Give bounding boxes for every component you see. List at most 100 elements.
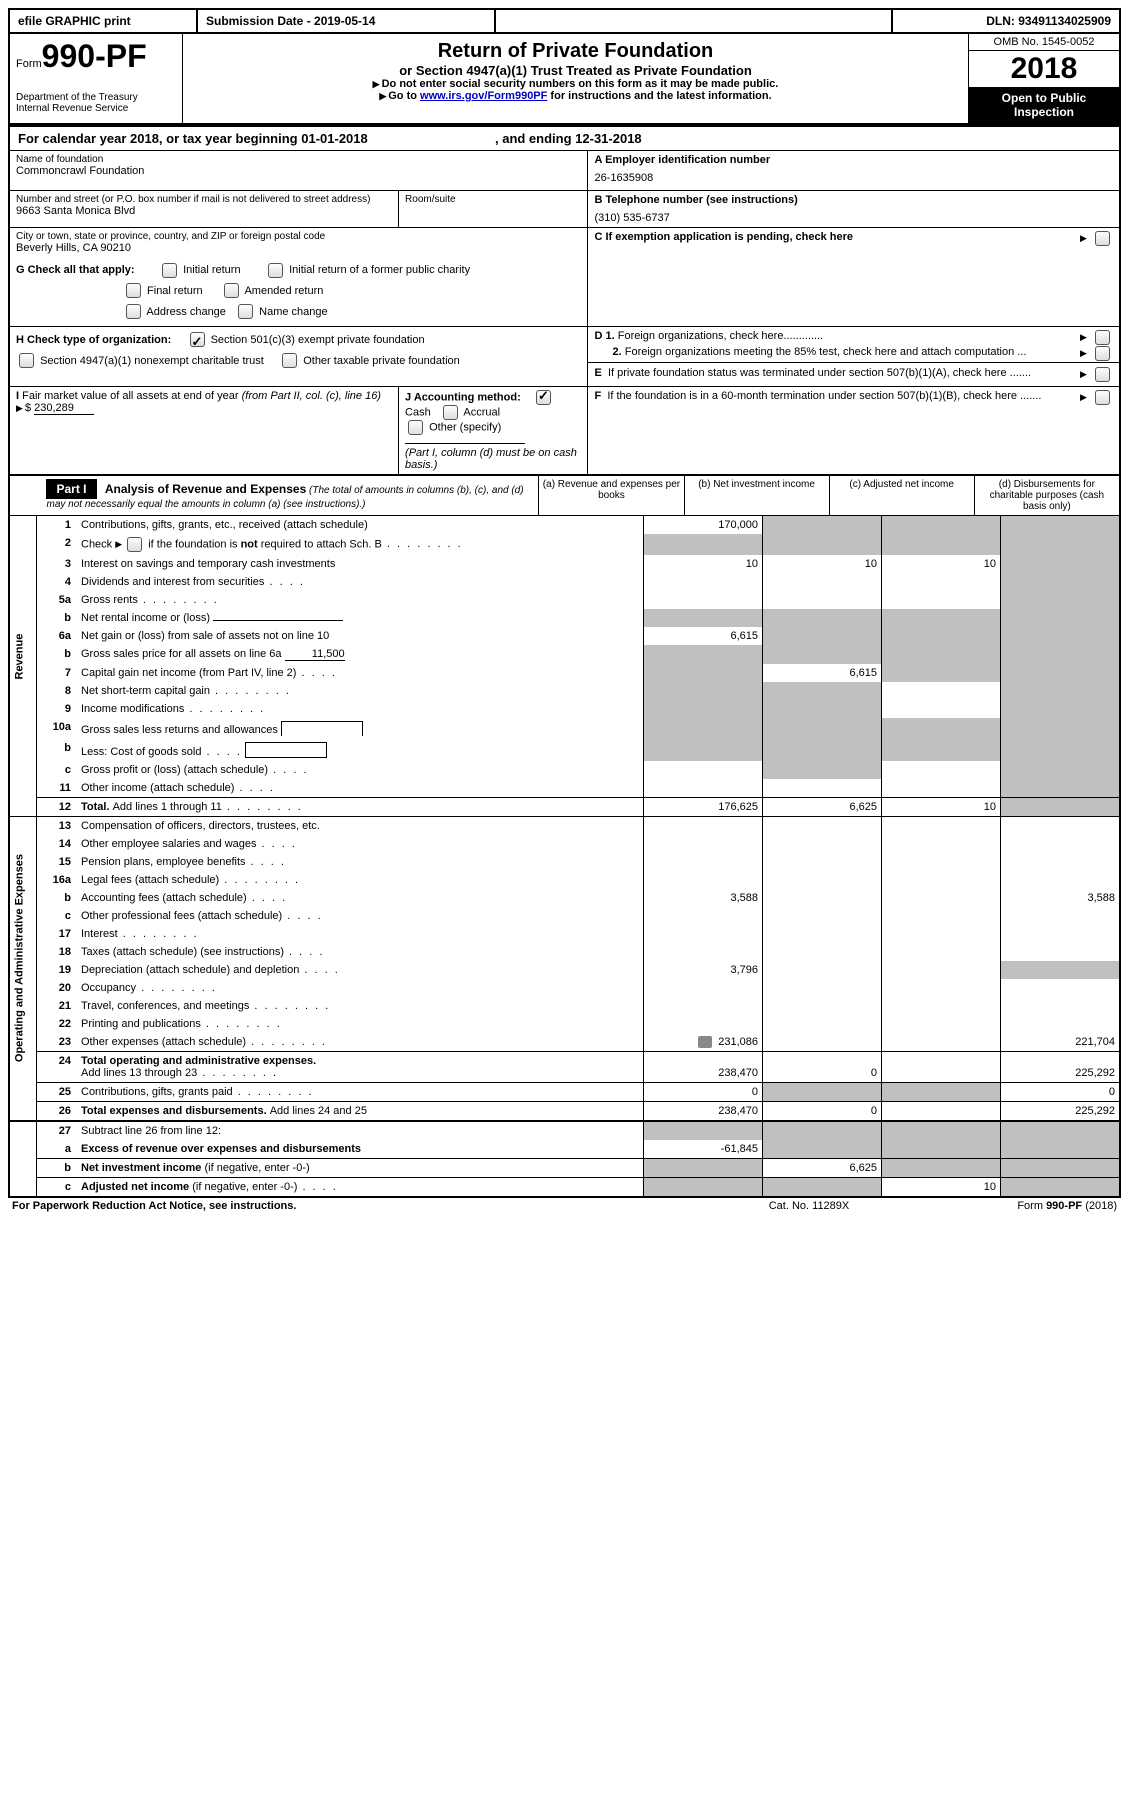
h-other-checkbox[interactable]: [282, 353, 297, 368]
foundation-name: Commoncrawl Foundation: [16, 165, 581, 177]
l6b-inline: 11,500: [285, 648, 345, 661]
h-4947-checkbox[interactable]: [19, 353, 34, 368]
g-initial-checkbox[interactable]: [162, 263, 177, 278]
efile-label: efile GRAPHIC print: [9, 9, 197, 33]
l10b-d: [1001, 739, 1121, 761]
l7-c: [882, 664, 1001, 682]
attachment-icon[interactable]: [698, 1036, 712, 1048]
line-num: c: [37, 761, 78, 779]
arrow-icon: [1080, 232, 1089, 244]
line-num: a: [37, 1140, 78, 1159]
l3-a: 10: [644, 555, 763, 573]
j-cash: Cash: [405, 406, 431, 418]
i-cell: I Fair market value of all assets at end…: [9, 386, 399, 474]
note2-pre: Go to: [388, 90, 420, 102]
col-d-header: (d) Disbursements for charitable purpose…: [974, 475, 1120, 515]
line-desc: Total expenses and disbursements. Add li…: [77, 1101, 644, 1121]
instructions-link[interactable]: www.irs.gov/Form990PF: [420, 90, 547, 102]
line-num: c: [37, 1177, 78, 1197]
line-desc: Adjusted net income (if negative, enter …: [77, 1177, 644, 1197]
e-checkbox[interactable]: [1095, 367, 1110, 382]
line-num: 10a: [37, 718, 78, 739]
col-b-header: (b) Net investment income: [684, 475, 829, 515]
j-cell: J Accounting method: Cash Accrual Other …: [399, 386, 588, 474]
arrow-icon: [16, 402, 25, 414]
room-cell: Room/suite: [399, 191, 588, 228]
j-note: (Part I, column (d) must be on cash basi…: [405, 447, 577, 471]
line-num: 16a: [37, 871, 78, 889]
part1-header: Part I Analysis of Revenue and Expenses …: [8, 475, 1121, 516]
l2-checkbox[interactable]: [127, 537, 142, 552]
j-cash-checkbox[interactable]: [536, 390, 551, 405]
footer: For Paperwork Reduction Act Notice, see …: [8, 1198, 1121, 1214]
l24-b: 0: [763, 1051, 882, 1082]
tel-cell: B Telephone number (see instructions) (3…: [588, 191, 1120, 228]
j-other-checkbox[interactable]: [408, 420, 423, 435]
line-num: 25: [37, 1082, 78, 1101]
line-num: 12: [37, 797, 78, 816]
l8-b: [763, 682, 882, 700]
j-accrual-checkbox[interactable]: [443, 405, 458, 420]
arrow-icon: [115, 538, 124, 550]
line-desc: Less: Cost of goods sold: [77, 739, 644, 761]
l6a-b: [763, 627, 882, 645]
l6b-c: [882, 645, 1001, 664]
line-desc: Interest on savings and temporary cash i…: [77, 555, 644, 573]
ein-value: 26-1635908: [594, 172, 1113, 184]
line-num: 26: [37, 1101, 78, 1121]
l11-d: [1001, 779, 1121, 798]
line-desc: Occupancy: [77, 979, 644, 997]
arrow-icon: [373, 78, 382, 90]
l10a-a: [644, 718, 763, 739]
line-num: 8: [37, 682, 78, 700]
g-name-checkbox[interactable]: [238, 304, 253, 319]
line-desc: Legal fees (attach schedule): [77, 871, 644, 889]
l10a-c: [882, 718, 1001, 739]
l1-d: [1001, 516, 1121, 534]
l7-d: [1001, 664, 1121, 682]
line-num: 3: [37, 555, 78, 573]
g-initial-former: Initial return of a former public charit…: [289, 264, 470, 276]
f-checkbox[interactable]: [1095, 390, 1110, 405]
l5b-c: [882, 609, 1001, 627]
line-num: 5a: [37, 591, 78, 609]
line-desc: Contributions, gifts, grants paid: [77, 1082, 644, 1101]
city-label: City or town, state or province, country…: [16, 231, 581, 242]
h-501c3-checkbox[interactable]: [190, 332, 205, 347]
l6b-b: [763, 645, 882, 664]
tel-value: (310) 535-6737: [594, 212, 1113, 224]
l27c-c: 10: [882, 1177, 1001, 1197]
l23-a: 231,086: [644, 1033, 763, 1052]
d2-checkbox[interactable]: [1095, 346, 1110, 361]
line-num: 11: [37, 779, 78, 798]
form-id-cell: Form990-PF Department of the Treasury In…: [9, 34, 183, 124]
expenses-vert-label: Operating and Administrative Expenses: [9, 816, 37, 1101]
d1-checkbox[interactable]: [1095, 330, 1110, 345]
g-initial-former-checkbox[interactable]: [268, 263, 283, 278]
line-desc: Income modifications: [77, 700, 644, 718]
calyear-pre: For calendar year 2018, or tax year begi…: [18, 131, 301, 146]
room-label: Room/suite: [405, 194, 581, 205]
c-label: C If exemption application is pending, c…: [594, 231, 853, 243]
col-a-header: (a) Revenue and expenses per books: [539, 475, 684, 515]
line-desc: Depreciation (attach schedule) and deple…: [77, 961, 644, 979]
blank: [495, 9, 892, 33]
g-address-checkbox[interactable]: [126, 304, 141, 319]
line-num: 2: [37, 534, 78, 555]
line-num: 14: [37, 835, 78, 853]
l2-d: [1001, 534, 1121, 555]
form-header: Form990-PF Department of the Treasury In…: [8, 34, 1121, 125]
g-final-checkbox[interactable]: [126, 283, 141, 298]
g-amended-checkbox[interactable]: [224, 283, 239, 298]
c-checkbox[interactable]: [1095, 231, 1110, 246]
line-desc: Net investment income (if negative, ente…: [77, 1158, 644, 1177]
line-desc: Total operating and administrative expen…: [77, 1051, 644, 1082]
line-desc: Other employee salaries and wages: [77, 835, 644, 853]
name-label: Name of foundation: [16, 154, 581, 165]
l10c-c: [882, 761, 1001, 779]
line-num: 1: [37, 516, 78, 534]
j-other: Other (specify): [429, 421, 501, 433]
l2-c: [882, 534, 1001, 555]
l11-b: [763, 779, 882, 798]
l10b-c: [882, 739, 1001, 761]
